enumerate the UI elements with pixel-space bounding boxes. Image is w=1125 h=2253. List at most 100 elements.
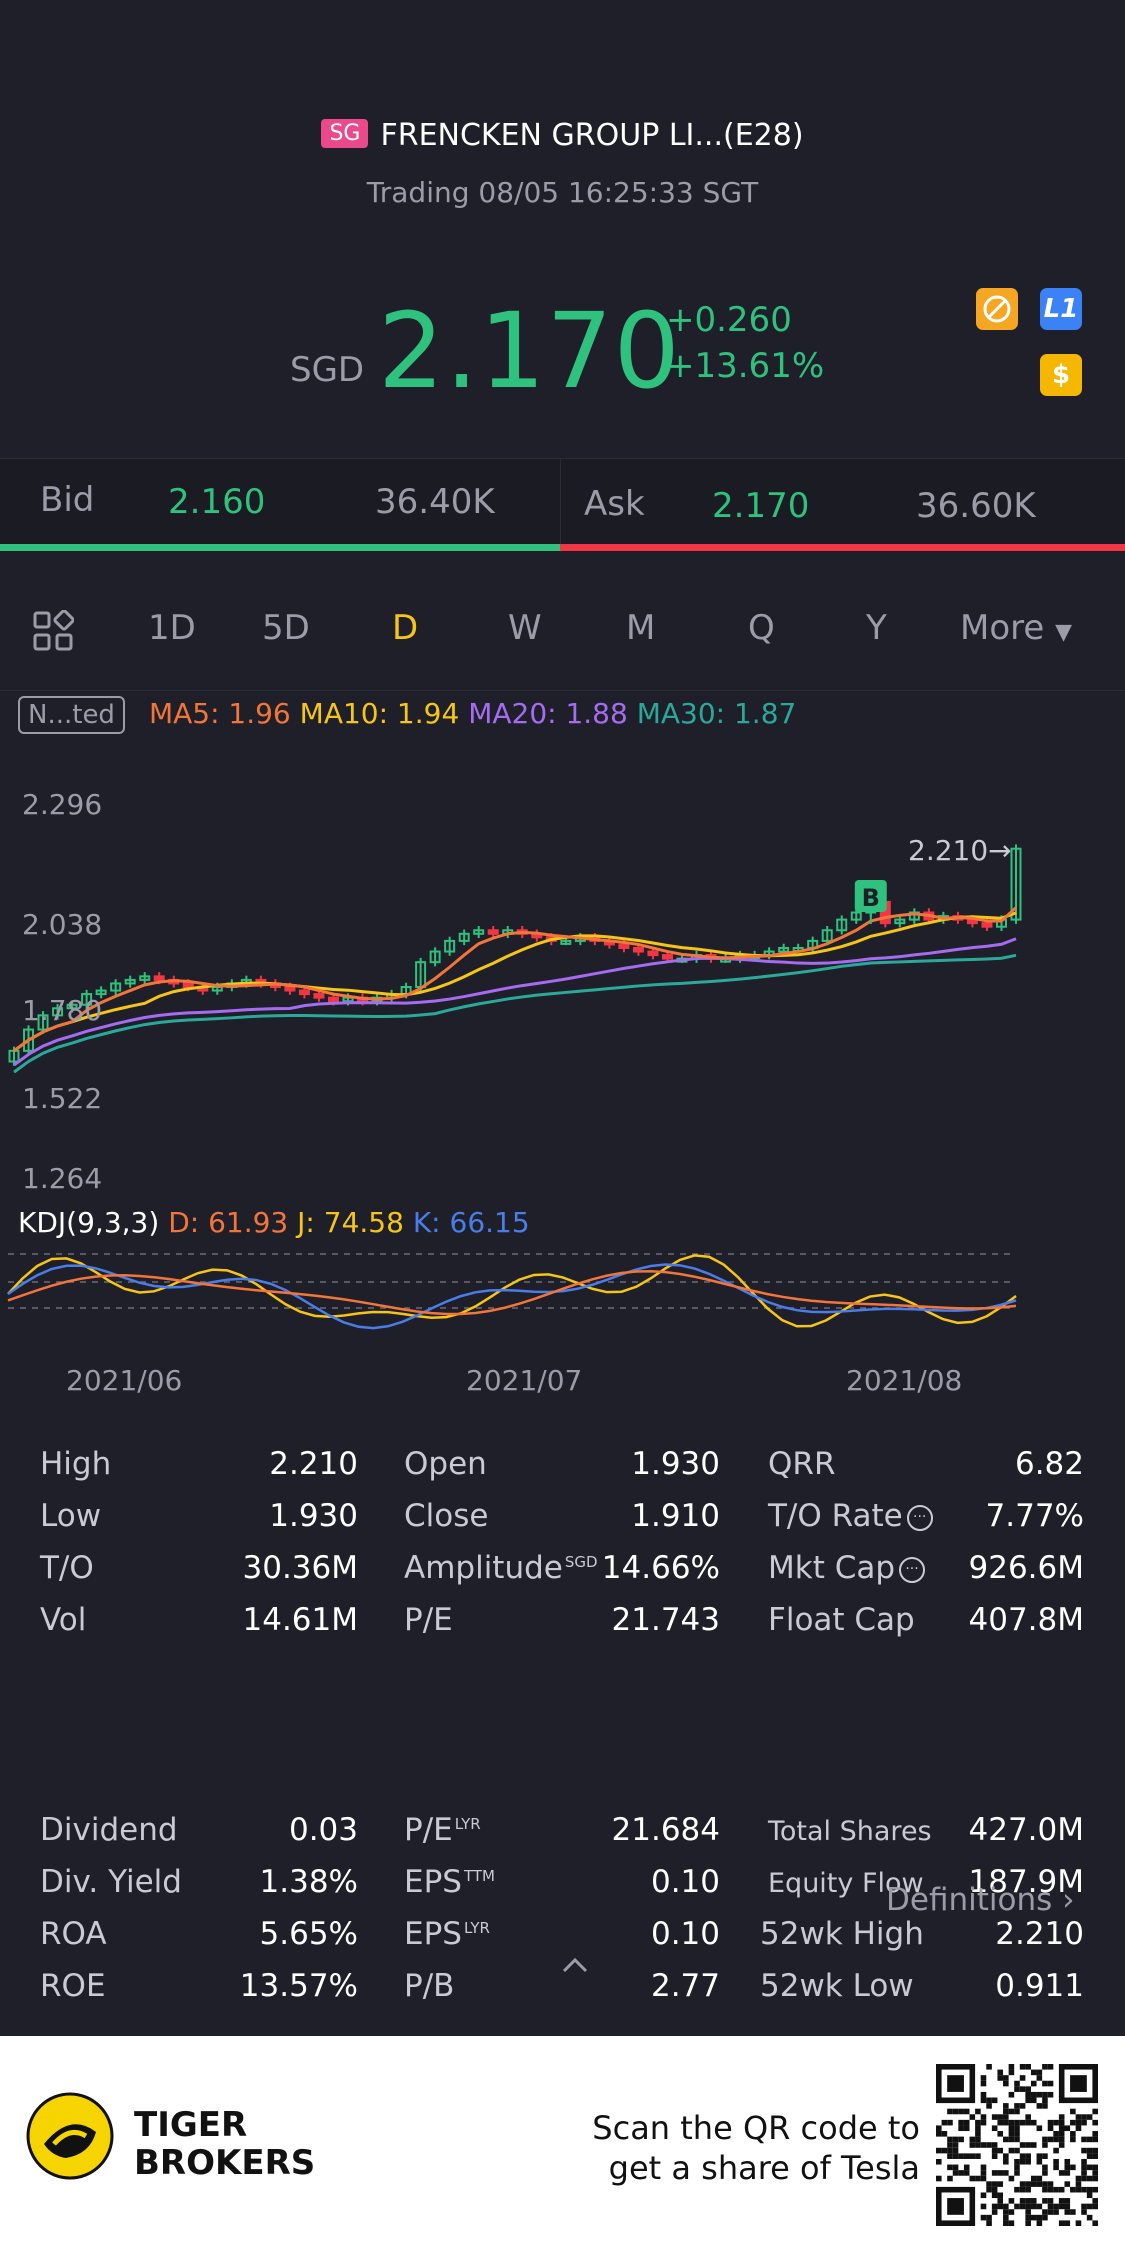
tab-w[interactable]: W	[508, 608, 542, 648]
stat-label: Vol	[40, 1602, 86, 1638]
kdj-d: D: 61.93	[168, 1206, 289, 1239]
stat-label-text: Amplitude	[404, 1550, 563, 1586]
superscript: SGD	[564, 1552, 598, 1571]
svg-text:B: B	[862, 884, 880, 912]
ma5-label: MA5: 1.96	[148, 697, 291, 730]
adjust-button[interactable]: N...ted	[18, 696, 125, 734]
candle	[429, 950, 441, 964]
brand-line2: BROKERS	[134, 2143, 316, 2183]
definitions-label: Definitions	[886, 1882, 1053, 1918]
candle	[850, 911, 862, 921]
ma30-label: MA30: 1.87	[636, 697, 797, 730]
ma10-line	[13, 911, 1017, 1053]
stat-label-text: T/O	[40, 1550, 94, 1586]
stat-label: 52wk Low	[760, 1968, 914, 2004]
stat-value: 21.743	[611, 1602, 720, 1638]
collapse-icon[interactable]	[560, 1955, 590, 1979]
definitions-link[interactable]: Definitions ›	[886, 1882, 1075, 1918]
stat-value: 21.684	[611, 1812, 720, 1848]
divider	[0, 690, 1125, 691]
stat-value: 926.6M	[968, 1550, 1085, 1586]
tab-y[interactable]: Y	[866, 608, 887, 648]
y-tick: 1.780	[22, 994, 103, 1027]
bid-size: 36.40K	[375, 482, 495, 522]
bid-ask-panel[interactable]	[0, 458, 1125, 552]
dollar-icon[interactable]: $	[1040, 354, 1082, 396]
tab-m[interactable]: M	[626, 608, 656, 648]
stat-label: Mkt Cap ···	[768, 1550, 926, 1586]
tiger-logo-icon	[26, 2092, 114, 2184]
candle	[153, 975, 165, 981]
stat-label-text: Open	[404, 1446, 487, 1482]
stat-label: EPS TTM	[404, 1864, 495, 1900]
stat-value: 5.65%	[259, 1916, 358, 1952]
y-tick: 1.264	[22, 1162, 103, 1195]
info-icon[interactable]: ···	[899, 1556, 926, 1583]
ma10-label: MA10: 1.94	[299, 697, 460, 730]
no-short-icon[interactable]	[976, 288, 1018, 330]
stat-label-text: P/B	[404, 1968, 455, 2004]
ask-size: 36.60K	[916, 486, 1036, 526]
brand-name: TIGER BROKERS	[134, 2106, 315, 2182]
stat-label: P/E LYR	[404, 1812, 481, 1848]
superscript: TTM	[463, 1866, 495, 1885]
stat-value: 407.8M	[968, 1602, 1085, 1638]
stat-value: 2.210	[995, 1916, 1084, 1952]
candle	[618, 943, 630, 949]
candlestick-chart[interactable]: B	[0, 760, 1125, 1200]
tab-more[interactable]: More ▼	[960, 608, 1072, 648]
kdj-k-line	[7, 1263, 1017, 1330]
info-icon[interactable]: ···	[906, 1504, 933, 1531]
stat-label: QRR	[768, 1446, 835, 1482]
promo-footer: TIGER BROKERS Scan the QR code to get a …	[0, 2036, 1125, 2253]
stat-label: Dividend	[40, 1812, 178, 1848]
candle	[327, 996, 339, 1003]
stat-label-text: QRR	[768, 1446, 836, 1482]
stat-label-text: High	[40, 1446, 112, 1482]
candle	[182, 982, 194, 989]
bid-label: Bid	[40, 480, 95, 520]
grid-layout-icon[interactable]	[32, 609, 75, 661]
ma5-line	[13, 906, 1018, 1053]
y-tick: 1.522	[22, 1082, 103, 1115]
stat-value: 1.930	[631, 1446, 720, 1482]
stat-label-text: ROE	[40, 1968, 106, 2004]
kdj-k: K: 66.15	[412, 1206, 530, 1239]
candle	[124, 978, 136, 985]
candle	[647, 950, 659, 957]
stat-label: 52wk High	[760, 1916, 924, 1952]
candle	[95, 989, 107, 996]
x-tick: 2021/08	[846, 1364, 963, 1397]
tab-q[interactable]: Q	[748, 608, 775, 648]
tab-5d[interactable]: 5D	[262, 608, 310, 648]
candle	[444, 939, 456, 953]
tab-1d[interactable]: 1D	[148, 608, 196, 648]
stat-value: 30.36M	[242, 1550, 359, 1586]
buy-marker: B	[854, 880, 887, 924]
bid-price: 2.160	[168, 482, 266, 522]
stat-label: Amplitude SGD	[404, 1550, 598, 1586]
stat-label: ROA	[40, 1916, 107, 1952]
brand-line1: TIGER	[134, 2105, 248, 2145]
stat-label-text: Dividend	[40, 1812, 178, 1848]
tab-more-label: More	[960, 608, 1045, 648]
y-tick: 2.038	[22, 908, 103, 941]
stat-label: P/B	[404, 1968, 454, 2004]
level1-icon[interactable]: L1	[1040, 288, 1082, 330]
candle	[894, 918, 906, 925]
candle	[981, 922, 993, 928]
kdj-label: KDJ(9,3,3)	[18, 1206, 160, 1239]
stat-value: 427.0M	[968, 1812, 1085, 1848]
stat-label-text: P/E	[404, 1602, 453, 1638]
high-price-label: 2.210→	[908, 834, 1012, 867]
tab-d[interactable]: D	[392, 608, 419, 648]
stat-label: Total Shares	[768, 1816, 932, 1847]
kdj-chart[interactable]	[0, 1240, 1125, 1340]
ask-volume-bar	[560, 544, 1125, 551]
bid-volume-bar	[0, 544, 560, 551]
stat-label: Close	[404, 1498, 488, 1534]
price-change: +0.260	[666, 300, 792, 340]
promo-line2: get a share of Tesla	[608, 2149, 920, 2187]
stat-label: Float Cap	[768, 1602, 915, 1638]
stat-label: Equity Flow	[768, 1868, 924, 1899]
